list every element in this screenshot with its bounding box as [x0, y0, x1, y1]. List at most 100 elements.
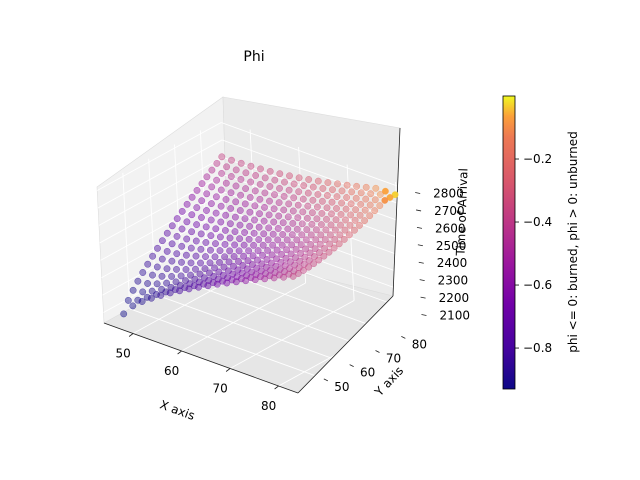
- scatter-point: [338, 187, 346, 195]
- scatter-point: [251, 187, 259, 195]
- scatter-point: [317, 231, 325, 239]
- scatter-point: [324, 179, 332, 187]
- scatter-point: [261, 174, 269, 182]
- scatter-point: [323, 192, 331, 199]
- scatter-point: [242, 169, 250, 177]
- scatter-point: [342, 216, 349, 224]
- scatter-point: [221, 240, 229, 248]
- scatter-point: [153, 263, 161, 271]
- scatter-point: [264, 236, 272, 244]
- scatter-point: [202, 223, 210, 231]
- scatter-point: [289, 219, 297, 227]
- scatter-point: [252, 271, 260, 278]
- y-tick-mark: [401, 335, 406, 339]
- scatter-point: [270, 274, 278, 282]
- scatter-point: [227, 173, 235, 180]
- scatter-point: [212, 225, 220, 233]
- scatter-point: [314, 177, 322, 185]
- y-axis-label: Y axis: [371, 364, 406, 400]
- scatter-point: [220, 263, 228, 271]
- scatter-point: [293, 236, 301, 244]
- z-tick-mark: [420, 296, 426, 299]
- scatter-point: [226, 234, 234, 242]
- scatter-point: [232, 198, 240, 206]
- scatter-point: [241, 215, 249, 223]
- scatter-point: [371, 196, 379, 204]
- z-tick-mark: [418, 261, 424, 264]
- scatter-point: [236, 221, 244, 229]
- scatter-point: [318, 197, 326, 205]
- scatter-point: [275, 271, 283, 279]
- scatter-point: [299, 266, 307, 274]
- scatter-points: [120, 153, 399, 318]
- scatter-point: [134, 296, 142, 304]
- scatter-point: [294, 201, 302, 209]
- scatter-point: [308, 220, 316, 228]
- scatter-point: [214, 275, 222, 283]
- colorbar-tick-label: −0.8: [523, 341, 552, 355]
- scatter-point: [351, 226, 358, 234]
- gridline: [148, 158, 157, 295]
- scatter-point: [176, 287, 184, 295]
- scatter-point: [211, 253, 219, 261]
- scatter-point: [274, 236, 282, 244]
- scatter-point: [213, 159, 221, 167]
- scatter-point: [245, 247, 253, 255]
- gridline: [346, 164, 355, 301]
- scatter-point: [343, 181, 351, 189]
- scatter-point: [326, 231, 334, 239]
- x-tick-mark: [128, 333, 134, 337]
- scatter-point: [329, 186, 336, 194]
- scatter-point: [328, 210, 335, 218]
- scatter-point: [327, 221, 335, 229]
- scatter-point: [343, 194, 351, 201]
- scatter-point: [247, 162, 255, 170]
- scatter-point: [312, 226, 320, 234]
- scatter-point: [256, 195, 264, 203]
- gridline: [225, 209, 420, 281]
- scatter-point: [202, 239, 210, 246]
- scatter-point: [361, 206, 369, 214]
- scatter-point: [168, 222, 176, 230]
- scatter-point: [262, 270, 269, 277]
- scatter-point: [278, 241, 286, 249]
- gridline: [155, 294, 350, 366]
- scatter-point: [305, 176, 313, 183]
- z-tick-label: 2800: [433, 186, 464, 200]
- scatter-point: [320, 252, 328, 260]
- scatter-point: [183, 218, 191, 226]
- chart-title: Phi: [243, 49, 264, 65]
- scatter-point: [351, 216, 359, 224]
- scatter-point: [192, 237, 200, 245]
- scatter-point: [297, 241, 305, 249]
- y-tick-label: 80: [412, 337, 427, 351]
- colorbar-tick-label: −0.6: [523, 278, 552, 292]
- scatter-point: [280, 206, 288, 214]
- scatter-point: [204, 282, 212, 290]
- scatter-point: [381, 187, 389, 195]
- gridline: [224, 191, 419, 263]
- scatter-point: [163, 265, 171, 273]
- scatter-point: [158, 237, 166, 245]
- scatter-point: [304, 189, 312, 197]
- scatter-point: [300, 182, 308, 190]
- scatter-point: [168, 257, 176, 265]
- scatter-point: [332, 216, 340, 224]
- scatter-point: [309, 196, 317, 204]
- scatter-point: [185, 285, 193, 293]
- scatter-point: [362, 195, 370, 203]
- scatter-point: [230, 253, 238, 260]
- scatter-point: [271, 269, 279, 277]
- z-tick-mark: [415, 192, 421, 194]
- scatter-point: [276, 170, 284, 178]
- scatter-point: [264, 246, 272, 254]
- scatter-point: [269, 241, 277, 249]
- scatter-point: [181, 284, 189, 292]
- z-tick-mark: [417, 244, 423, 247]
- scatter-point: [256, 273, 264, 281]
- y-tick-mark: [323, 378, 329, 382]
- scatter-point: [326, 240, 334, 248]
- scatter-point: [352, 194, 360, 202]
- scatter-point: [251, 276, 259, 284]
